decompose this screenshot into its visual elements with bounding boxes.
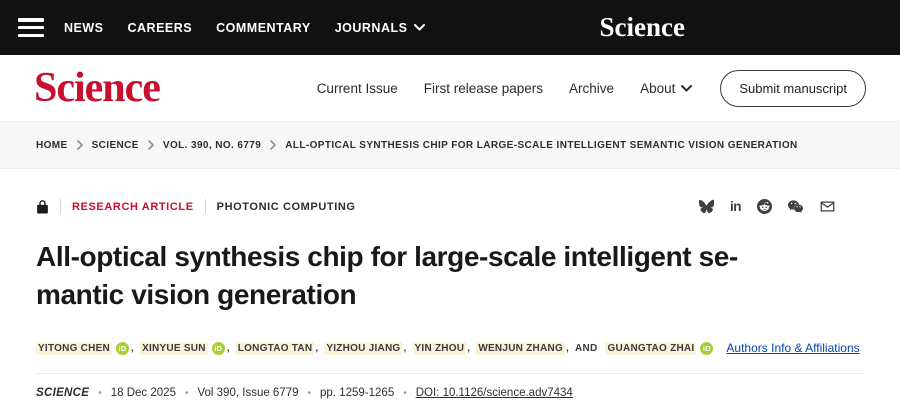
topnav-journals-label: JOURNALS [334, 20, 408, 35]
author-separator: , [467, 342, 471, 354]
topnav-news[interactable]: NEWS [64, 20, 104, 35]
author-name-link[interactable]: WENJUN ZHANG [476, 341, 565, 355]
volume-issue: Vol 390, Issue 6779 [197, 387, 299, 399]
share-reddit-button[interactable] [757, 199, 772, 214]
author-name-link[interactable]: YIZHOU JIANG [324, 341, 403, 355]
linkedin-icon: in [730, 198, 742, 214]
nav-current-issue[interactable]: Current Issue [316, 80, 398, 96]
article-meta: SCIENCE • 18 Dec 2025 • Vol 390, Issue 6… [36, 373, 864, 399]
article-head: RESEARCH ARTICLE PHOTONIC COMPUTING in [0, 169, 900, 214]
author-separator: , [131, 342, 135, 354]
orcid-icon[interactable]: iD [211, 341, 225, 355]
orcid-icon[interactable]: iD [700, 341, 714, 355]
masthead-nav: Current Issue First release papers Archi… [317, 81, 693, 96]
page-range: pp. 1259-1265 [320, 387, 395, 399]
reddit-icon [757, 199, 772, 214]
title-line-1: All-optical synthesis chip for large-sca… [36, 241, 738, 272]
topnav-careers[interactable]: CAREERS [127, 20, 193, 35]
author-name-link[interactable]: LONGTAO TAN [235, 341, 315, 355]
chevron-right-icon [148, 140, 154, 150]
chevron-down-icon [681, 84, 693, 91]
author-separator: , [403, 342, 407, 354]
hamburger-icon [18, 18, 44, 22]
article-title: All-optical synthesis chip for large-sca… [0, 214, 900, 314]
title-line-2: mantic vision generation [36, 279, 357, 310]
authors-conjunction: AND [575, 342, 601, 354]
author-name-link[interactable]: XINYUE SUN [140, 341, 208, 355]
nav-about-label: About [640, 80, 676, 96]
orcid-icon[interactable]: iD [116, 341, 130, 355]
authors-info-link[interactable]: Authors Info & Affiliations [726, 341, 860, 355]
author-separator: , [565, 342, 570, 354]
author-byline: YITONG CHEN iD, XINYUE SUN iD, LONGTAO TAN, Y… [0, 314, 900, 355]
doi-link[interactable]: DOI: 10.1126/science.adv7434 [415, 387, 573, 399]
breadcrumb-bar: HOME SCIENCE VOL. 390, NO. 6779 ALL-OPTI… [0, 121, 900, 169]
breadcrumb-volume[interactable]: VOL. 390, NO. 6779 [162, 139, 262, 151]
author-name-link[interactable]: YIN ZHOU [412, 341, 467, 355]
meta-separator: • [403, 387, 407, 399]
author-separator: , [226, 342, 230, 354]
author-separator: , [315, 342, 319, 354]
topnav-commentary[interactable]: COMMENTARY [216, 20, 311, 35]
breadcrumb-home[interactable]: HOME [36, 139, 68, 151]
article-section-label[interactable]: PHOTONIC COMPUTING [216, 200, 356, 213]
share-linkedin-button[interactable]: in [730, 198, 742, 214]
topnav-journals[interactable]: JOURNALS [335, 21, 426, 35]
email-icon [820, 201, 835, 212]
nav-archive[interactable]: Archive [569, 80, 615, 96]
share-email-button[interactable] [819, 199, 836, 214]
breadcrumb-science[interactable]: SCIENCE [91, 139, 139, 151]
share-wechat-button[interactable] [788, 199, 803, 214]
submit-manuscript-button[interactable]: Submit manuscript [720, 69, 866, 107]
lock-icon [37, 200, 48, 214]
hamburger-menu-button[interactable] [18, 18, 44, 37]
science-wordmark-top[interactable]: Science [599, 12, 685, 42]
divider [204, 199, 206, 214]
author-name-link[interactable]: YITONG CHEN [36, 341, 113, 355]
chevron-down-icon [414, 24, 426, 31]
publish-date: 18 Dec 2025 [110, 387, 176, 399]
meta-separator: • [98, 387, 102, 399]
breadcrumb: HOME SCIENCE VOL. 390, NO. 6779 ALL-OPTI… [36, 140, 798, 151]
author-name-link[interactable]: GUANGTAO ZHAI [605, 341, 697, 355]
divider [60, 199, 61, 214]
wechat-icon [788, 200, 803, 213]
meta-separator: • [307, 387, 312, 399]
chevron-right-icon [76, 140, 83, 150]
nav-about[interactable]: About [640, 80, 693, 96]
journal-masthead: Science Current Issue First release pape… [0, 55, 900, 121]
share-toolbar: in [699, 199, 836, 214]
top-utility-bar: NEWS CAREERS COMMENTARY JOURNALS Science [0, 0, 900, 55]
article-type-label[interactable]: RESEARCH ARTICLE [72, 200, 194, 213]
science-logo[interactable]: Science [34, 65, 161, 111]
bluesky-icon [699, 199, 714, 214]
breadcrumb-current-page: ALL-OPTICAL SYNTHESIS CHIP FOR LARGE-SCA… [285, 139, 798, 151]
top-nav: NEWS CAREERS COMMENTARY JOURNALS [64, 20, 426, 35]
share-bluesky-button[interactable] [699, 199, 714, 214]
author-list: YITONG CHEN iD, XINYUE SUN iD, LONGTAO TAN, Y… [36, 341, 714, 355]
journal-name: SCIENCE [36, 387, 90, 399]
meta-separator: • [184, 387, 189, 399]
nav-first-release-papers[interactable]: First release papers [423, 80, 544, 96]
chevron-right-icon [270, 140, 277, 150]
